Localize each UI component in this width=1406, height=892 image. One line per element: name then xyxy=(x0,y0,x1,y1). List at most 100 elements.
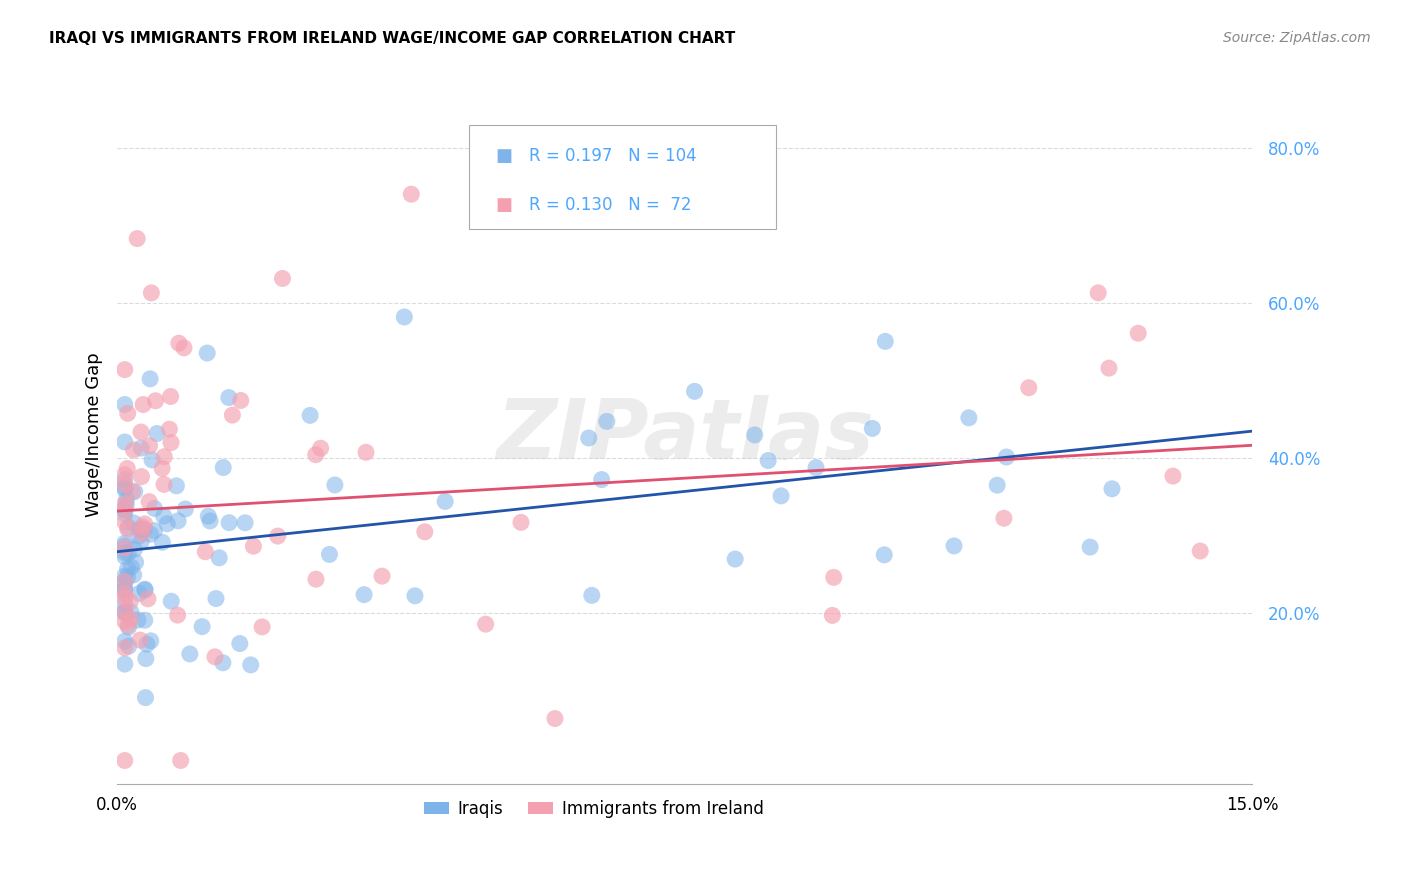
Point xyxy=(117,546,139,560)
Point xyxy=(114,546,136,560)
Point xyxy=(114,607,136,621)
Point xyxy=(114,605,136,619)
Point xyxy=(117,618,139,632)
Point xyxy=(724,552,747,566)
Text: IRAQI VS IMMIGRANTS FROM IRELAND WAGE/INCOME GAP CORRELATION CHART: IRAQI VS IMMIGRANTS FROM IRELAND WAGE/IN… xyxy=(49,31,735,46)
Point xyxy=(166,608,188,623)
Point xyxy=(218,391,240,405)
Point xyxy=(131,522,153,536)
Text: ■: ■ xyxy=(495,147,512,165)
Point xyxy=(208,550,231,565)
Point xyxy=(152,509,174,524)
Point xyxy=(229,393,252,408)
Point xyxy=(114,574,136,588)
Point xyxy=(212,460,235,475)
Point xyxy=(117,522,139,536)
Point xyxy=(305,572,328,586)
Point xyxy=(131,526,153,541)
Point xyxy=(134,522,156,536)
Point xyxy=(145,393,167,408)
Point xyxy=(138,494,160,508)
Point xyxy=(150,535,173,549)
Point xyxy=(139,633,162,648)
Point xyxy=(129,633,152,648)
Point xyxy=(146,426,169,441)
Point xyxy=(957,410,980,425)
Y-axis label: Wage/Income Gap: Wage/Income Gap xyxy=(86,352,103,517)
Point xyxy=(114,569,136,583)
Point xyxy=(160,594,183,608)
Point xyxy=(404,589,426,603)
Point xyxy=(993,511,1015,525)
Point xyxy=(323,478,346,492)
Point xyxy=(394,310,416,324)
Point xyxy=(167,514,190,528)
Point xyxy=(1018,381,1040,395)
Point xyxy=(141,453,163,467)
FancyBboxPatch shape xyxy=(470,125,776,229)
Point xyxy=(1101,482,1123,496)
Point xyxy=(150,461,173,475)
Point xyxy=(128,586,150,600)
Text: ZIPatlas: ZIPatlas xyxy=(496,394,873,475)
Point xyxy=(157,422,180,436)
Point xyxy=(122,516,145,530)
Point xyxy=(242,539,264,553)
Point xyxy=(114,640,136,655)
Point xyxy=(1087,285,1109,300)
Point xyxy=(212,656,235,670)
Point xyxy=(943,539,966,553)
Point xyxy=(128,522,150,536)
Point xyxy=(233,516,256,530)
Point xyxy=(127,231,149,245)
Point xyxy=(134,613,156,627)
Point xyxy=(114,434,136,449)
Point xyxy=(114,515,136,529)
Point xyxy=(129,534,152,549)
Point xyxy=(205,591,228,606)
Point xyxy=(596,414,619,428)
Point xyxy=(120,605,142,619)
Point xyxy=(318,548,340,562)
Point xyxy=(124,484,146,499)
Point xyxy=(1078,540,1101,554)
Point xyxy=(544,712,567,726)
Point xyxy=(114,483,136,497)
Point xyxy=(115,498,138,512)
Point xyxy=(114,467,136,482)
Point xyxy=(120,560,142,574)
Point xyxy=(122,567,145,582)
Point xyxy=(114,473,136,487)
Point xyxy=(117,406,139,420)
Point xyxy=(114,657,136,671)
Point xyxy=(305,448,328,462)
Point xyxy=(128,529,150,543)
Point xyxy=(267,529,290,543)
Point xyxy=(139,527,162,541)
Point xyxy=(191,620,214,634)
Point xyxy=(117,561,139,575)
Point xyxy=(134,582,156,597)
Point xyxy=(132,398,155,412)
Point xyxy=(134,516,156,531)
Point xyxy=(114,634,136,648)
Point xyxy=(156,516,179,531)
Point xyxy=(153,477,176,491)
Point xyxy=(1128,326,1150,341)
Point xyxy=(127,613,149,627)
Point xyxy=(114,615,136,629)
Point xyxy=(143,524,166,538)
Text: R = 0.197   N = 104: R = 0.197 N = 104 xyxy=(529,147,697,165)
Point xyxy=(860,421,883,435)
Legend: Iraqis, Immigrants from Ireland: Iraqis, Immigrants from Ireland xyxy=(418,793,770,824)
Point xyxy=(413,524,436,539)
Point xyxy=(114,549,136,564)
Point xyxy=(114,397,136,411)
Point xyxy=(114,596,136,610)
Point xyxy=(510,516,533,530)
Point xyxy=(204,649,226,664)
Point xyxy=(117,461,139,475)
Point xyxy=(135,651,157,665)
Point xyxy=(875,334,897,349)
Point xyxy=(114,591,136,605)
